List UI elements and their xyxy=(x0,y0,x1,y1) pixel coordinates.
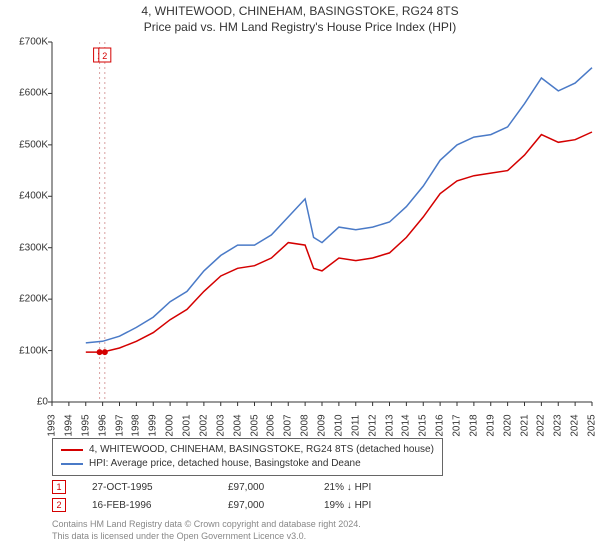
y-tick-label: £400K xyxy=(19,191,48,202)
x-tick-label: 1997 xyxy=(114,414,125,436)
legend-item: 4, WHITEWOOD, CHINEHAM, BASINGSTOKE, RG2… xyxy=(61,443,434,457)
legend-item: HPI: Average price, detached house, Basi… xyxy=(61,457,434,471)
x-tick-label: 2023 xyxy=(553,414,564,436)
x-tick-label: 2012 xyxy=(367,414,378,436)
x-tick-label: 2018 xyxy=(468,414,479,436)
y-tick-label: £0 xyxy=(37,397,48,408)
svg-text:2: 2 xyxy=(102,51,107,61)
x-tick-label: 2020 xyxy=(502,414,513,436)
y-tick-label: £100K xyxy=(19,345,48,356)
transaction-date: 16-FEB-1996 xyxy=(92,500,202,511)
table-row: 2 16-FEB-1996 £97,000 19% ↓ HPI xyxy=(52,496,371,514)
x-tick-label: 2007 xyxy=(283,414,294,436)
x-tick-label: 2019 xyxy=(485,414,496,436)
y-tick-label: £200K xyxy=(19,294,48,305)
x-tick-label: 2006 xyxy=(266,414,277,436)
x-tick-label: 2016 xyxy=(435,414,446,436)
x-tick-label: 1998 xyxy=(131,414,142,436)
x-tick-label: 1994 xyxy=(63,414,74,436)
x-tick-label: 2001 xyxy=(182,414,193,436)
x-tick-label: 2005 xyxy=(249,414,260,436)
x-tick-label: 2009 xyxy=(317,414,328,436)
x-tick-label: 2003 xyxy=(215,414,226,436)
x-tick-label: 2022 xyxy=(536,414,547,436)
x-tick-label: 2021 xyxy=(519,414,530,436)
x-tick-label: 2011 xyxy=(350,415,361,437)
x-tick-label: 2015 xyxy=(418,414,429,436)
title-block: 4, WHITEWOOD, CHINEHAM, BASINGSTOKE, RG2… xyxy=(0,0,600,34)
x-tick-label: 2014 xyxy=(401,414,412,436)
x-tick-label: 2004 xyxy=(232,414,243,436)
x-tick-label: 2010 xyxy=(333,414,344,436)
transaction-marker: 1 xyxy=(52,480,66,494)
y-tick-label: £700K xyxy=(19,37,48,48)
footer-line: Contains HM Land Registry data © Crown c… xyxy=(52,518,361,530)
title-address: 4, WHITEWOOD, CHINEHAM, BASINGSTOKE, RG2… xyxy=(0,4,600,18)
transactions-table: 1 27-OCT-1995 £97,000 21% ↓ HPI 2 16-FEB… xyxy=(52,478,371,514)
y-tick-label: £500K xyxy=(19,139,48,150)
x-tick-label: 2025 xyxy=(587,414,598,436)
x-tick-label: 2008 xyxy=(300,414,311,436)
transaction-price: £97,000 xyxy=(228,482,298,493)
chart-area: 12 £0£100K£200K£300K£400K£500K£600K£700K… xyxy=(52,42,592,402)
legend-label: HPI: Average price, detached house, Basi… xyxy=(89,457,361,471)
title-subtitle: Price paid vs. HM Land Registry's House … xyxy=(0,20,600,34)
x-tick-label: 2013 xyxy=(384,414,395,436)
transaction-delta: 21% ↓ HPI xyxy=(324,482,371,493)
legend-label: 4, WHITEWOOD, CHINEHAM, BASINGSTOKE, RG2… xyxy=(89,443,434,457)
x-tick-label: 1999 xyxy=(148,414,159,436)
x-tick-label: 1993 xyxy=(47,414,58,436)
x-tick-label: 1995 xyxy=(80,414,91,436)
legend: 4, WHITEWOOD, CHINEHAM, BASINGSTOKE, RG2… xyxy=(52,438,443,476)
footer-line: This data is licensed under the Open Gov… xyxy=(52,530,361,542)
x-tick-label: 2002 xyxy=(198,414,209,436)
legend-swatch xyxy=(61,449,83,451)
legend-swatch xyxy=(61,463,83,465)
transaction-price: £97,000 xyxy=(228,500,298,511)
y-tick-label: £600K xyxy=(19,88,48,99)
footer: Contains HM Land Registry data © Crown c… xyxy=(52,518,361,542)
x-tick-label: 2000 xyxy=(165,414,176,436)
x-tick-label: 2017 xyxy=(452,414,463,436)
chart-svg: 12 xyxy=(52,42,592,402)
table-row: 1 27-OCT-1995 £97,000 21% ↓ HPI xyxy=(52,478,371,496)
transaction-date: 27-OCT-1995 xyxy=(92,482,202,493)
x-tick-label: 2024 xyxy=(570,414,581,436)
transaction-delta: 19% ↓ HPI xyxy=(324,500,371,511)
chart-container: 4, WHITEWOOD, CHINEHAM, BASINGSTOKE, RG2… xyxy=(0,0,600,560)
transaction-marker: 2 xyxy=(52,498,66,512)
y-tick-label: £300K xyxy=(19,242,48,253)
x-tick-label: 1996 xyxy=(97,414,108,436)
